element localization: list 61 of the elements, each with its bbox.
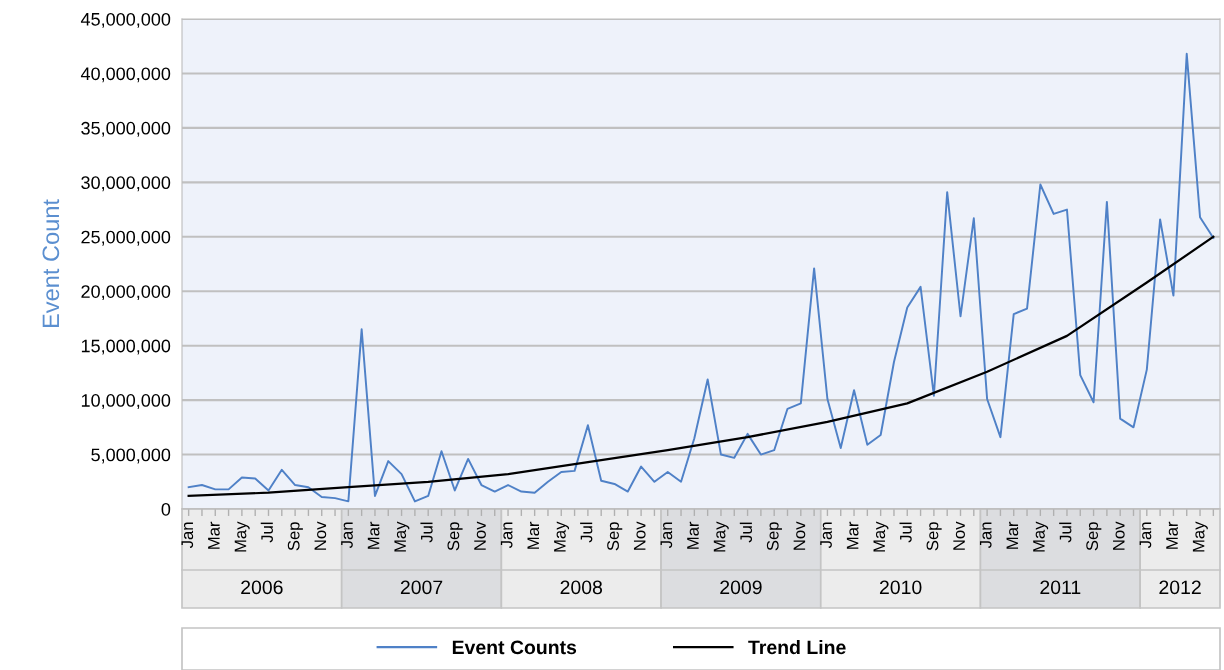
y-tick-label: 45,000,000 <box>80 12 171 28</box>
x-tick-label: Jan <box>341 522 353 549</box>
x-tick-label: Jul <box>1059 522 1072 543</box>
y-tick-label: 40,000,000 <box>80 67 171 83</box>
x-tick-label: Sep <box>287 522 303 551</box>
text: 2010 <box>879 580 922 595</box>
text: 2007 <box>400 580 443 595</box>
x-tick-label: Jan <box>181 522 194 549</box>
y-tick-label: 10,000,000 <box>81 394 171 409</box>
x-tick-label: Jul <box>580 522 593 543</box>
x-tick-label: Nov <box>953 521 965 550</box>
legend-label: Trend Line <box>748 639 846 655</box>
x-tick-label: Mar <box>1166 521 1178 549</box>
line-series <box>187 52 1215 503</box>
x-tick-label: Jan <box>500 522 513 549</box>
text: 2006 <box>241 580 283 595</box>
x-tick-label: Mar <box>367 521 380 549</box>
x-tick-label: Nov <box>474 521 486 550</box>
x-tick-label: Nov <box>633 521 646 550</box>
x-tick-label: Nov <box>314 521 327 550</box>
x-tick-label: Mar <box>208 521 220 549</box>
x-tick-label: Sep <box>1086 522 1102 551</box>
x-tick-label: Jan <box>660 522 673 549</box>
x-tick-label: Jan <box>820 522 832 549</box>
x-tick-label: Nov <box>1113 521 1125 550</box>
y-tick-label: 35,000,000 <box>81 121 171 137</box>
x-tick-label: May <box>1192 521 1208 552</box>
x-tick-label: Sep <box>607 522 623 551</box>
text: 2012 <box>1159 580 1201 595</box>
y-tick-label: 20,000,000 <box>81 285 171 301</box>
x-tick-label: Mar <box>687 521 699 549</box>
x-tick-label: Sep <box>926 522 942 551</box>
y-tick-label: 30,000,000 <box>81 176 171 192</box>
x-tick-label: Sep <box>447 522 463 551</box>
x-tick-label: Jan <box>1139 522 1152 549</box>
y-tick-label: 15,000,000 <box>81 339 171 355</box>
x-tick-label: May <box>713 521 729 552</box>
x-tick-label: Jul <box>420 522 433 543</box>
x-tick-label: Jul <box>739 522 753 543</box>
text: 2008 <box>560 580 603 595</box>
x-tick-label: May <box>394 521 410 552</box>
x-tick-label: Jul <box>899 522 912 543</box>
y-tick-label: 25,000,000 <box>81 230 171 246</box>
x-tick-label: May <box>1033 521 1049 552</box>
x-tick-label: Mar <box>846 521 859 549</box>
x-tick-label: Mar <box>527 521 540 549</box>
line-series <box>187 235 1215 498</box>
x-tick-label: Mar <box>1006 521 1019 549</box>
text: 2011 <box>1040 580 1081 595</box>
y-tick-label: 0 <box>161 502 171 516</box>
y-axis-title: Event Count <box>42 199 60 328</box>
x-tick-label: May <box>234 521 250 552</box>
x-tick-label: May <box>873 521 889 552</box>
legend-label: Event Counts <box>452 640 577 655</box>
x-tick-label: Sep <box>766 522 782 551</box>
x-tick-label: Nov <box>793 521 806 550</box>
text: 2009 <box>720 580 762 595</box>
y-tick-label: 5,000,000 <box>91 448 171 464</box>
x-tick-label: May <box>554 521 570 552</box>
x-tick-label: Jul <box>260 522 273 543</box>
x-tick-label: Jan <box>979 522 992 549</box>
